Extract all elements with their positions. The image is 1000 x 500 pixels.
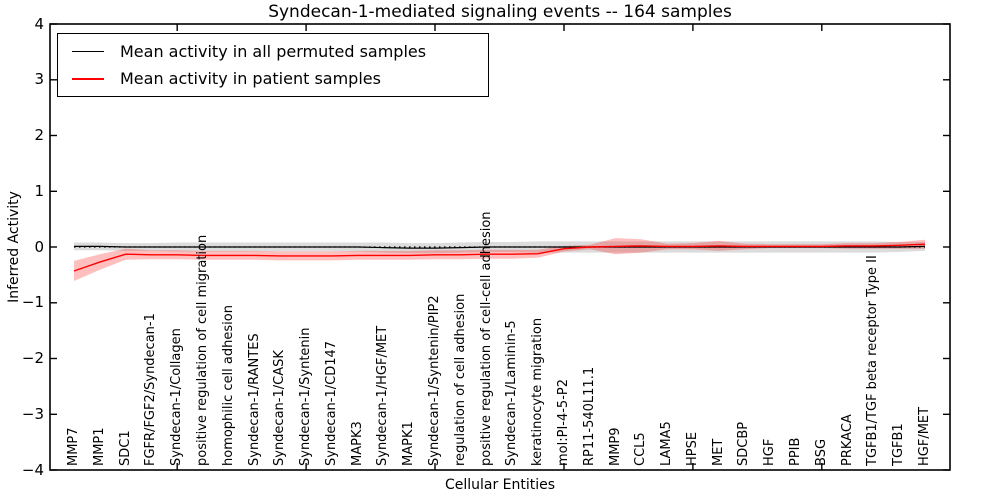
y-tick-label: 4 bbox=[34, 14, 44, 33]
x-category-label: TGFB1/TGF beta receptor Type II bbox=[865, 255, 881, 466]
patient-mean-line bbox=[73, 243, 926, 272]
x-category-label: mol:PI-4-5-P2 bbox=[555, 378, 571, 466]
legend-line-sample-red bbox=[72, 77, 104, 80]
x-category-label: MAPK1 bbox=[401, 421, 417, 466]
x-category-label: TGFB1 bbox=[891, 423, 907, 466]
x-category-label: CCL5 bbox=[633, 432, 649, 466]
x-category-label: positive regulation of cell-cell adhesio… bbox=[478, 211, 494, 466]
x-category-label: Syndecan-1/Syntenin/PIP2 bbox=[427, 295, 443, 466]
legend-entry-permuted: Mean activity in all permuted samples bbox=[58, 39, 488, 65]
x-category-label: HGF/MET bbox=[917, 406, 932, 466]
y-tick-label: 0 bbox=[34, 237, 44, 256]
x-category-label: Syndecan-1/RANTES bbox=[246, 333, 262, 466]
y-tick-label: −3 bbox=[21, 404, 44, 423]
x-category-label: MMP9 bbox=[607, 427, 623, 466]
x-category-label: Syndecan-1/CD147 bbox=[323, 340, 339, 466]
x-category-label: homophilic cell adhesion bbox=[220, 305, 236, 466]
x-category-label: Syndecan-1/HGF/MET bbox=[375, 325, 391, 466]
x-category-label: LAMA5 bbox=[659, 421, 675, 466]
legend-box: Mean activity in all permuted samples Me… bbox=[57, 33, 489, 97]
x-category-label: BSG bbox=[813, 438, 829, 466]
legend-line-sample-black bbox=[72, 51, 104, 52]
chart-title: Syndecan-1-mediated signaling events -- … bbox=[268, 2, 732, 22]
y-tick-label: −2 bbox=[21, 349, 44, 367]
legend-label-patient: Mean activity in patient samples bbox=[120, 69, 381, 88]
x-category-label: MET bbox=[710, 438, 726, 466]
x-category-label: Syndecan-1/Syntenin bbox=[298, 327, 314, 467]
x-category-label: MAPK3 bbox=[349, 421, 365, 466]
x-category-label: Syndecan-1/Laminin-5 bbox=[504, 320, 520, 466]
x-category-label: HPSE bbox=[684, 431, 700, 466]
legend-label-permuted: Mean activity in all permuted samples bbox=[120, 42, 427, 61]
x-category-label: Syndecan-1/CASK bbox=[272, 350, 288, 466]
x-category-label: MMP7 bbox=[66, 427, 81, 466]
y-tick-label: 1 bbox=[34, 181, 44, 200]
x-category-label: MMP1 bbox=[91, 427, 107, 466]
patient-std-band bbox=[74, 238, 925, 281]
x-category-label: keratinocyte migration bbox=[530, 317, 546, 466]
x-category-label: positive regulation of cell migration bbox=[194, 234, 210, 466]
x-category-label: SDC1 bbox=[117, 430, 133, 466]
x-category-label: RP11-540L11.1 bbox=[581, 366, 597, 466]
x-category-label: PPIB bbox=[788, 437, 804, 466]
x-category-label: FGFR/FGF2/Syndecan-1 bbox=[143, 313, 159, 466]
x-category-label: Syndecan-1/Collagen bbox=[169, 328, 185, 466]
y-tick-label: −1 bbox=[21, 293, 44, 312]
x-category-label: PRKACA bbox=[839, 414, 855, 466]
x-category-label: SDCBP bbox=[736, 421, 752, 466]
x-category-label: regulation of cell adhesion bbox=[452, 293, 468, 466]
y-tick-label: 2 bbox=[34, 126, 44, 144]
legend-entry-patient: Mean activity in patient samples bbox=[58, 66, 488, 92]
y-tick-label: 3 bbox=[34, 70, 44, 89]
x-axis-label: Cellular Entities bbox=[444, 477, 556, 493]
x-category-label: HGF bbox=[762, 438, 778, 466]
y-tick-label: −4 bbox=[21, 460, 44, 479]
